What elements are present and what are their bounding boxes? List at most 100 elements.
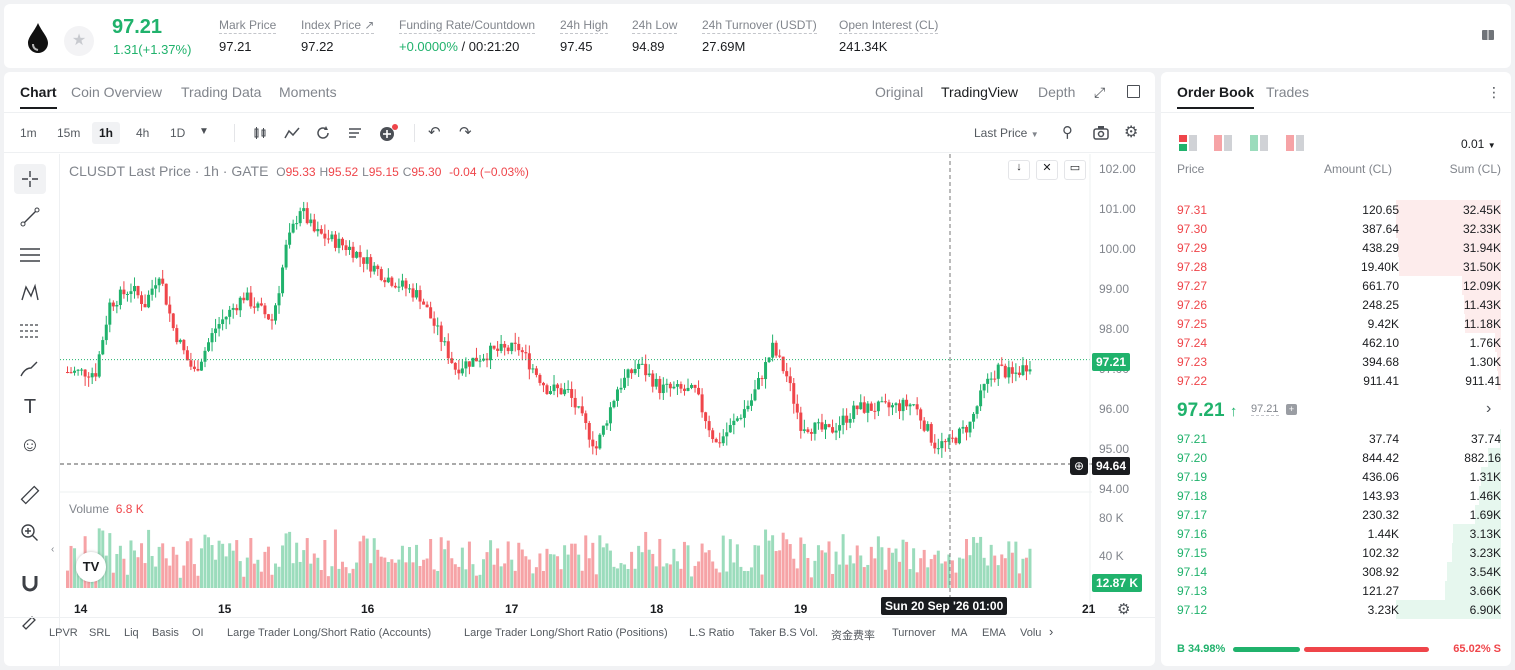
book-icon[interactable] [1481,28,1495,42]
candle-type-icon[interactable] [252,125,268,141]
chart-settings-icon[interactable]: ⚙ [1117,601,1131,618]
magnet-tool-icon[interactable] [14,568,46,598]
refresh-icon[interactable] [315,125,331,141]
precision-select[interactable]: 0.01 ▼ [1461,137,1496,151]
eraser-tool-icon[interactable] [14,606,46,636]
both-sides-view-icon[interactable] [1179,135,1197,151]
add-indicator-icon[interactable] [379,124,399,142]
expand-icon[interactable]: ⤢ [1094,84,1106,100]
tab-coin-overview[interactable]: Coin Overview [71,84,163,100]
ask-row[interactable]: 97.28 19.40K 31.50K [1161,257,1511,276]
bids-view-icon[interactable] [1250,135,1268,151]
add-order-icon[interactable]: ⊕ [1070,457,1088,475]
redo-icon[interactable]: ↷ [459,124,472,141]
bid-row[interactable]: 97.20 844.42 882.16 [1161,448,1511,467]
interval-dropdown-icon[interactable]: ▼ [199,126,209,137]
indicator-tab[interactable]: L.S Ratio [689,627,735,639]
indicator-tab[interactable]: Large Trader Long/Short Ratio (Accounts) [227,627,432,639]
tab-chart[interactable]: Chart [20,84,57,109]
indicator-tab[interactable]: EMA [982,627,1006,639]
indicator-tab[interactable]: 资金费率 [831,630,875,642]
mixed-view-icon[interactable] [1286,135,1304,151]
ruler-tool-icon[interactable] [14,480,46,510]
volume-bar [707,550,711,588]
bid-row[interactable]: 97.15 102.32 3.23K [1161,543,1511,562]
tab-trading-data[interactable]: Trading Data [181,84,262,100]
interval-1d[interactable]: 1D [170,126,186,140]
collapse-toolbar-icon[interactable]: ‹ [51,544,55,555]
indicator-tab[interactable]: SRL [89,627,111,639]
ask-row[interactable]: 97.29 438.29 31.94K [1161,238,1511,257]
brush-tool-icon[interactable] [14,354,46,384]
tab-moments[interactable]: Moments [279,84,337,100]
candle-body [330,234,334,240]
emoji-tool-icon[interactable]: ☺ [19,433,41,456]
template-icon[interactable] [347,125,363,141]
asks-view-icon[interactable] [1214,135,1232,151]
ask-row[interactable]: 97.31 120.65 32.45K [1161,200,1511,219]
bid-row[interactable]: 97.18 143.93 1.46K [1161,486,1511,505]
mode-original[interactable]: Original [875,84,924,100]
ask-row[interactable]: 97.25 9.42K 11.18K [1161,314,1511,333]
bid-row[interactable]: 97.14 308.92 3.54K [1161,562,1511,581]
crosshair-tool-icon[interactable] [14,164,46,194]
mode-depth[interactable]: Depth [1038,84,1076,100]
row-sum: 12.09K [1462,279,1501,293]
depth-bar [1496,352,1501,371]
stat-index-price[interactable]: Index Price ↗ 97.22 [301,18,375,54]
chevron-right-icon[interactable]: › [1486,400,1492,417]
text-tool-icon[interactable]: T [23,395,37,418]
volume-bar [845,564,849,588]
bid-row[interactable]: 97.12 3.23K 6.90K [1161,600,1511,619]
ask-row[interactable]: 97.23 394.68 1.30K [1161,352,1511,371]
fullscreen-icon[interactable] [1127,85,1140,98]
maximize-icon[interactable]: ▭ [1064,160,1086,180]
collapse-icon[interactable]: ✕ [1036,160,1058,180]
ask-row[interactable]: 97.26 248.25 11.43K [1161,295,1511,314]
search-icon[interactable]: ⚲ [1062,124,1073,141]
bid-row[interactable]: 97.21 37.74 37.74 [1161,429,1511,448]
fib-tool-icon[interactable] [14,316,46,346]
horizontal-lines-tool-icon[interactable] [14,240,46,270]
tradingview-logo-icon[interactable]: TV [76,552,106,582]
indicator-tab[interactable]: Taker B.S Vol. [749,627,819,639]
indicator-tab[interactable]: Turnover [892,627,936,639]
scroll-down-icon[interactable]: ↓ [1008,160,1030,180]
zoom-in-tool-icon[interactable] [14,518,46,548]
price-type-select[interactable]: Last Price ▼ [974,126,1039,140]
camera-icon[interactable] [1093,125,1109,140]
indicator-scroll-right-icon[interactable]: › [1049,624,1054,639]
pattern-tool-icon[interactable] [14,278,46,308]
trend-line-tool-icon[interactable] [14,202,46,232]
candle-body [873,410,877,412]
bid-row[interactable]: 97.13 121.27 3.66K [1161,581,1511,600]
price-chart[interactable] [4,72,1155,666]
indicator-tab[interactable]: Liq [124,627,139,639]
interval-4h[interactable]: 4h [136,126,150,140]
bid-row[interactable]: 97.16 1.44K 3.13K [1161,524,1511,543]
indicator-tab[interactable]: Volu [1020,627,1042,639]
indicator-tab[interactable]: MA [951,627,968,639]
ask-row[interactable]: 97.30 387.64 32.33K [1161,219,1511,238]
tab-trades[interactable]: Trades [1266,84,1310,100]
interval-1m[interactable]: 1m [20,126,37,140]
indicators-icon[interactable] [284,125,300,141]
settings-gear-icon[interactable]: ⚙ [1124,124,1139,141]
bid-row[interactable]: 97.17 230.32 1.69K [1161,505,1511,524]
more-options-icon[interactable]: ⋮ [1487,84,1501,100]
interval-15m[interactable]: 15m [57,126,81,140]
indicator-tab[interactable]: Large Trader Long/Short Ratio (Positions… [464,627,668,639]
indicator-tab[interactable]: OI [192,627,204,639]
interval-1h[interactable]: 1h [92,122,121,144]
volume-bar [661,566,665,588]
undo-icon[interactable]: ↶ [428,124,441,141]
bid-row[interactable]: 97.19 436.06 1.31K [1161,467,1511,486]
mode-tradingview[interactable]: TradingView [941,84,1019,100]
tab-order-book[interactable]: Order Book [1177,84,1255,109]
ask-row[interactable]: 97.24 462.10 1.76K [1161,333,1511,352]
ask-row[interactable]: 97.27 661.70 12.09K [1161,276,1511,295]
ask-row[interactable]: 97.22 911.41 911.41 [1161,371,1511,390]
indicator-tab[interactable]: Basis [152,627,179,639]
indicator-tab[interactable]: LPVR [49,627,78,639]
favorite-star-icon[interactable]: ★ [64,26,94,56]
